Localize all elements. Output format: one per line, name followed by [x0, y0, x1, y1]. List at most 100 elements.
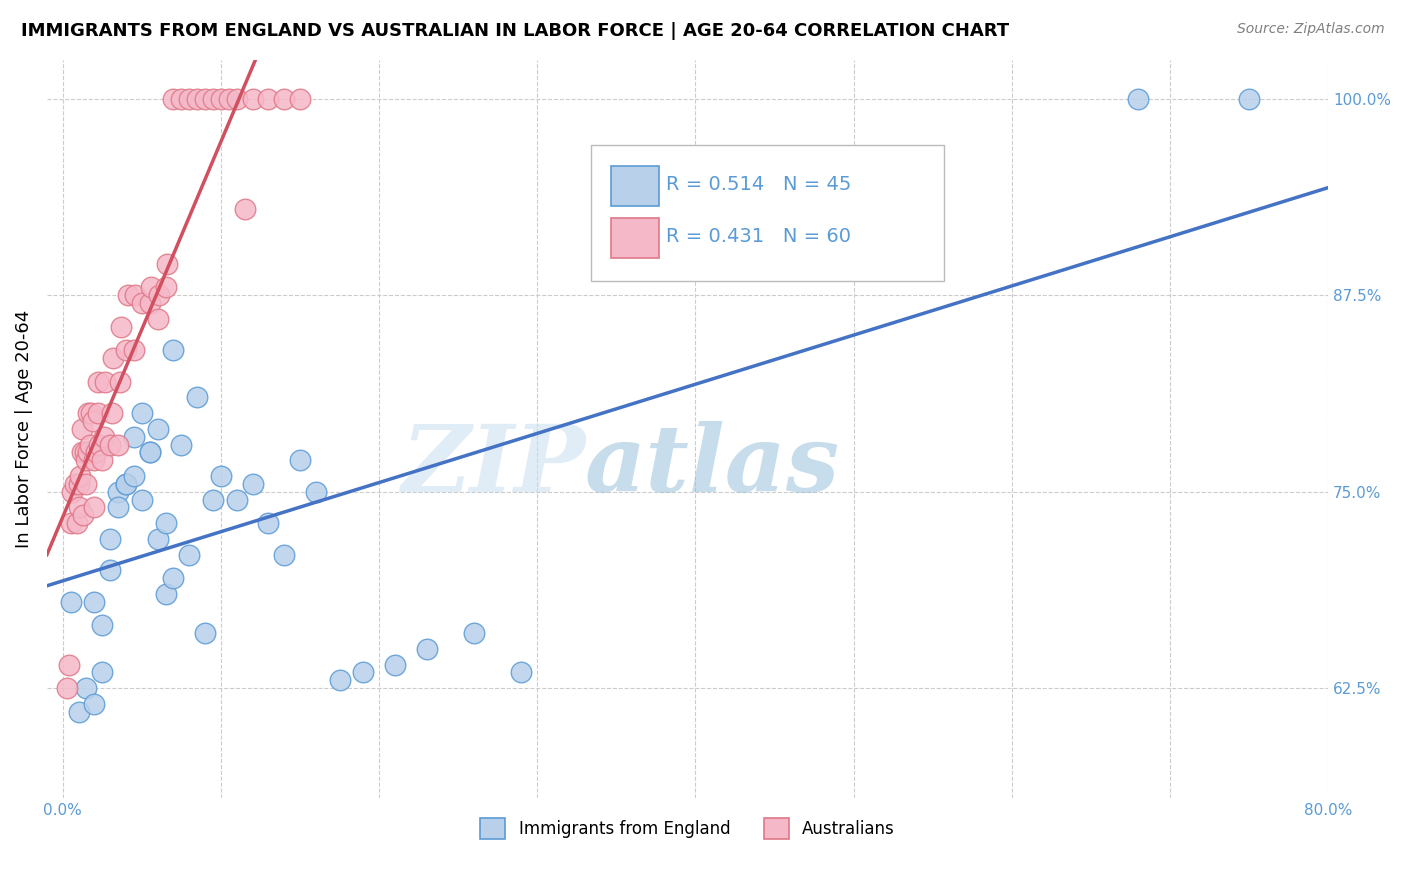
Point — [138, 445, 160, 459]
Point — [209, 469, 232, 483]
Point — [131, 406, 153, 420]
Point — [56, 681, 79, 695]
Point — [79, 437, 101, 451]
Point — [141, 280, 163, 294]
Point — [117, 288, 139, 302]
Point — [273, 548, 295, 562]
Point — [463, 626, 485, 640]
FancyBboxPatch shape — [592, 145, 943, 281]
Point — [201, 492, 224, 507]
Point — [305, 484, 328, 499]
Point — [124, 288, 146, 302]
Text: R = 0.514   N = 45: R = 0.514 N = 45 — [665, 175, 851, 194]
Point — [201, 92, 224, 106]
Point — [225, 92, 247, 106]
Point — [80, 406, 103, 420]
Point — [86, 406, 108, 420]
Point — [155, 516, 177, 530]
Point — [98, 437, 121, 451]
Point — [146, 422, 169, 436]
Point — [131, 492, 153, 507]
Point — [138, 445, 160, 459]
Point — [155, 587, 177, 601]
Point — [58, 657, 80, 672]
Point — [138, 296, 160, 310]
Point — [242, 92, 264, 106]
Point — [73, 445, 96, 459]
Point — [107, 437, 129, 451]
Point — [91, 618, 114, 632]
Point — [103, 351, 125, 366]
Point — [170, 92, 193, 106]
Point — [69, 469, 91, 483]
Text: Source: ZipAtlas.com: Source: ZipAtlas.com — [1237, 22, 1385, 37]
Point — [162, 343, 184, 358]
Point — [108, 375, 131, 389]
Point — [91, 665, 114, 680]
Point — [225, 492, 247, 507]
Point — [257, 92, 280, 106]
Point — [155, 280, 177, 294]
Point — [107, 500, 129, 515]
Text: IMMIGRANTS FROM ENGLAND VS AUSTRALIAN IN LABOR FORCE | AGE 20-64 CORRELATION CHA: IMMIGRANTS FROM ENGLAND VS AUSTRALIAN IN… — [21, 22, 1010, 40]
Legend: Immigrants from England, Australians: Immigrants from England, Australians — [474, 812, 901, 846]
Point — [67, 476, 90, 491]
Point — [83, 595, 105, 609]
Point — [67, 500, 90, 515]
Text: ZIP: ZIP — [401, 421, 585, 511]
Point — [122, 469, 145, 483]
Point — [384, 657, 406, 672]
Point — [288, 453, 311, 467]
Point — [146, 532, 169, 546]
Point — [75, 453, 97, 467]
Point — [77, 406, 100, 420]
Point — [72, 508, 94, 523]
Point — [59, 595, 82, 609]
Point — [75, 476, 97, 491]
Point — [179, 92, 201, 106]
Point — [352, 665, 374, 680]
Point — [98, 532, 121, 546]
Point — [148, 288, 170, 302]
Text: atlas: atlas — [585, 421, 841, 511]
FancyBboxPatch shape — [610, 218, 659, 258]
Point — [75, 681, 97, 695]
Point — [209, 92, 232, 106]
Point — [1237, 92, 1260, 106]
Point — [115, 476, 138, 491]
FancyBboxPatch shape — [610, 166, 659, 206]
Point — [107, 484, 129, 499]
Point — [186, 92, 208, 106]
Point — [94, 375, 117, 389]
Point — [288, 92, 311, 106]
Y-axis label: In Labor Force | Age 20-64: In Labor Force | Age 20-64 — [15, 310, 32, 548]
Point — [83, 453, 105, 467]
Point — [415, 641, 437, 656]
Point — [100, 406, 122, 420]
Point — [510, 665, 533, 680]
Point — [179, 548, 201, 562]
Point — [70, 445, 93, 459]
Point — [122, 343, 145, 358]
Point — [86, 375, 108, 389]
Point — [87, 437, 110, 451]
Point — [273, 92, 295, 106]
Point — [84, 445, 107, 459]
Point — [186, 391, 208, 405]
Point — [59, 516, 82, 530]
Point — [162, 92, 184, 106]
Point — [146, 311, 169, 326]
Point — [115, 343, 138, 358]
Point — [233, 202, 256, 216]
Point — [77, 445, 100, 459]
Point — [194, 92, 217, 106]
Point — [60, 484, 83, 499]
Point — [83, 500, 105, 515]
Point — [194, 626, 217, 640]
Point — [218, 92, 240, 106]
Text: R = 0.431   N = 60: R = 0.431 N = 60 — [665, 227, 851, 245]
Point — [98, 563, 121, 577]
Point — [82, 414, 104, 428]
Point — [170, 437, 193, 451]
Point — [83, 697, 105, 711]
